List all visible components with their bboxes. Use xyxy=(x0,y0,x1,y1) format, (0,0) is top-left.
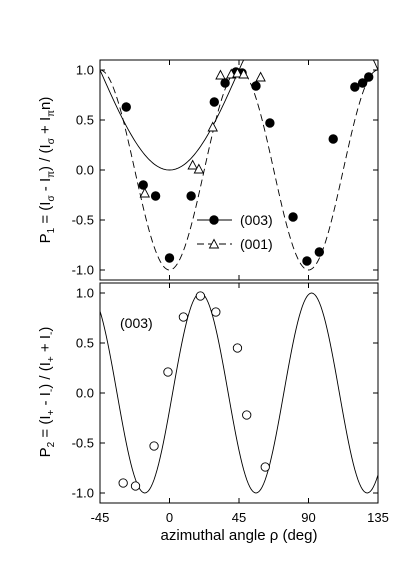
x-tick-label: 90 xyxy=(301,510,315,525)
point-open-triangle xyxy=(193,163,205,174)
point-filled-circle xyxy=(314,247,325,257)
point-open-triangle xyxy=(207,121,218,132)
point-open-circle xyxy=(242,410,252,420)
point-open-circle xyxy=(211,307,221,317)
legend-marker-003 xyxy=(209,215,219,225)
x-tick-label: -45 xyxy=(91,510,110,525)
bottom-annotation: (003) xyxy=(120,315,153,331)
point-open-triangle xyxy=(255,71,266,82)
y-tick-label: -0.5 xyxy=(72,436,94,451)
point-filled-circle xyxy=(302,256,312,266)
point-filled-circle xyxy=(364,72,374,82)
point-filled-circle xyxy=(350,82,360,92)
legend-marker-001 xyxy=(208,238,220,249)
point-open-circle xyxy=(232,343,243,353)
curve-001 xyxy=(99,69,379,271)
bottom-curves xyxy=(99,292,379,494)
y-tick-label: -0.5 xyxy=(72,213,94,228)
point-open-circle xyxy=(178,312,189,322)
point-open-triangle xyxy=(187,159,198,170)
point-open-circle xyxy=(195,291,206,301)
point-filled-circle xyxy=(150,191,161,201)
point-open-circle xyxy=(149,441,159,451)
x-axis-label: azimuthal angle ρ (deg) xyxy=(161,527,318,544)
bottom-panel: -1.0 -0.5 0.0 0.5 1.0 -45 0 45 90 135 (003) P2 =… xyxy=(37,282,389,544)
point-filled-circle xyxy=(220,78,230,88)
point-filled-circle xyxy=(186,191,196,201)
point-open-triangle xyxy=(238,68,249,79)
bottom-x-ticks: -45 0 45 90 135 xyxy=(91,283,389,525)
x-tick-label: 45 xyxy=(232,510,246,525)
x-tick-label: 135 xyxy=(367,510,389,525)
point-open-triangle xyxy=(139,187,151,198)
point-filled-circle xyxy=(288,212,298,222)
top-y-axis-label: P1 = (Iσ - Iπ) / (Iσ + Iπn) xyxy=(37,97,57,244)
curve-p2 xyxy=(99,292,379,494)
point-open-circle xyxy=(163,367,173,377)
top-curves xyxy=(99,59,379,271)
y-tick-label: 1.0 xyxy=(76,286,94,301)
point-open-circle xyxy=(118,478,128,488)
point-open-triangle xyxy=(215,69,226,80)
y-tick-label: 0.5 xyxy=(76,336,94,351)
point-filled-circle xyxy=(251,81,261,91)
y-tick-label: 0.0 xyxy=(76,163,94,178)
point-filled-circle xyxy=(138,180,148,190)
point-filled-circle xyxy=(357,78,368,88)
point-open-circle xyxy=(260,462,270,472)
point-filled-circle xyxy=(328,134,338,144)
point-open-triangle xyxy=(232,67,243,78)
y-tick-label: 0.0 xyxy=(76,386,94,401)
bottom-y-ticks: -1.0 -0.5 0.0 0.5 1.0 xyxy=(72,286,378,501)
point-open-circle xyxy=(130,481,141,491)
bottom-points xyxy=(118,291,270,491)
top-points xyxy=(121,67,374,266)
legend-label-001: (001) xyxy=(240,236,273,252)
point-filled-circle xyxy=(164,253,175,263)
point-filled-circle xyxy=(209,97,219,107)
top-legend: (003) (001) xyxy=(197,212,273,252)
x-tick-label: 0 xyxy=(166,510,173,525)
top-plot-frame xyxy=(99,59,379,281)
point-filled-circle xyxy=(121,102,131,112)
y-tick-label: 0.5 xyxy=(76,113,94,128)
y-tick-label: 1.0 xyxy=(76,63,94,78)
legend-label-003: (003) xyxy=(240,212,273,228)
point-filled-circle xyxy=(265,118,275,128)
y-tick-label: -1.0 xyxy=(72,486,94,501)
top-y-ticks: -1.0 -0.5 0.0 0.5 1.0 xyxy=(72,63,378,278)
y-tick-label: -1.0 xyxy=(72,263,94,278)
top-x-ticks xyxy=(99,60,379,280)
bottom-y-axis-label: P2 = (I+ - I-) / (I+ + I-) xyxy=(37,327,57,458)
top-panel: -1.0 -0.5 0.0 0.5 1.0 (003) (001) P1 = (Iσ -… xyxy=(37,59,379,281)
